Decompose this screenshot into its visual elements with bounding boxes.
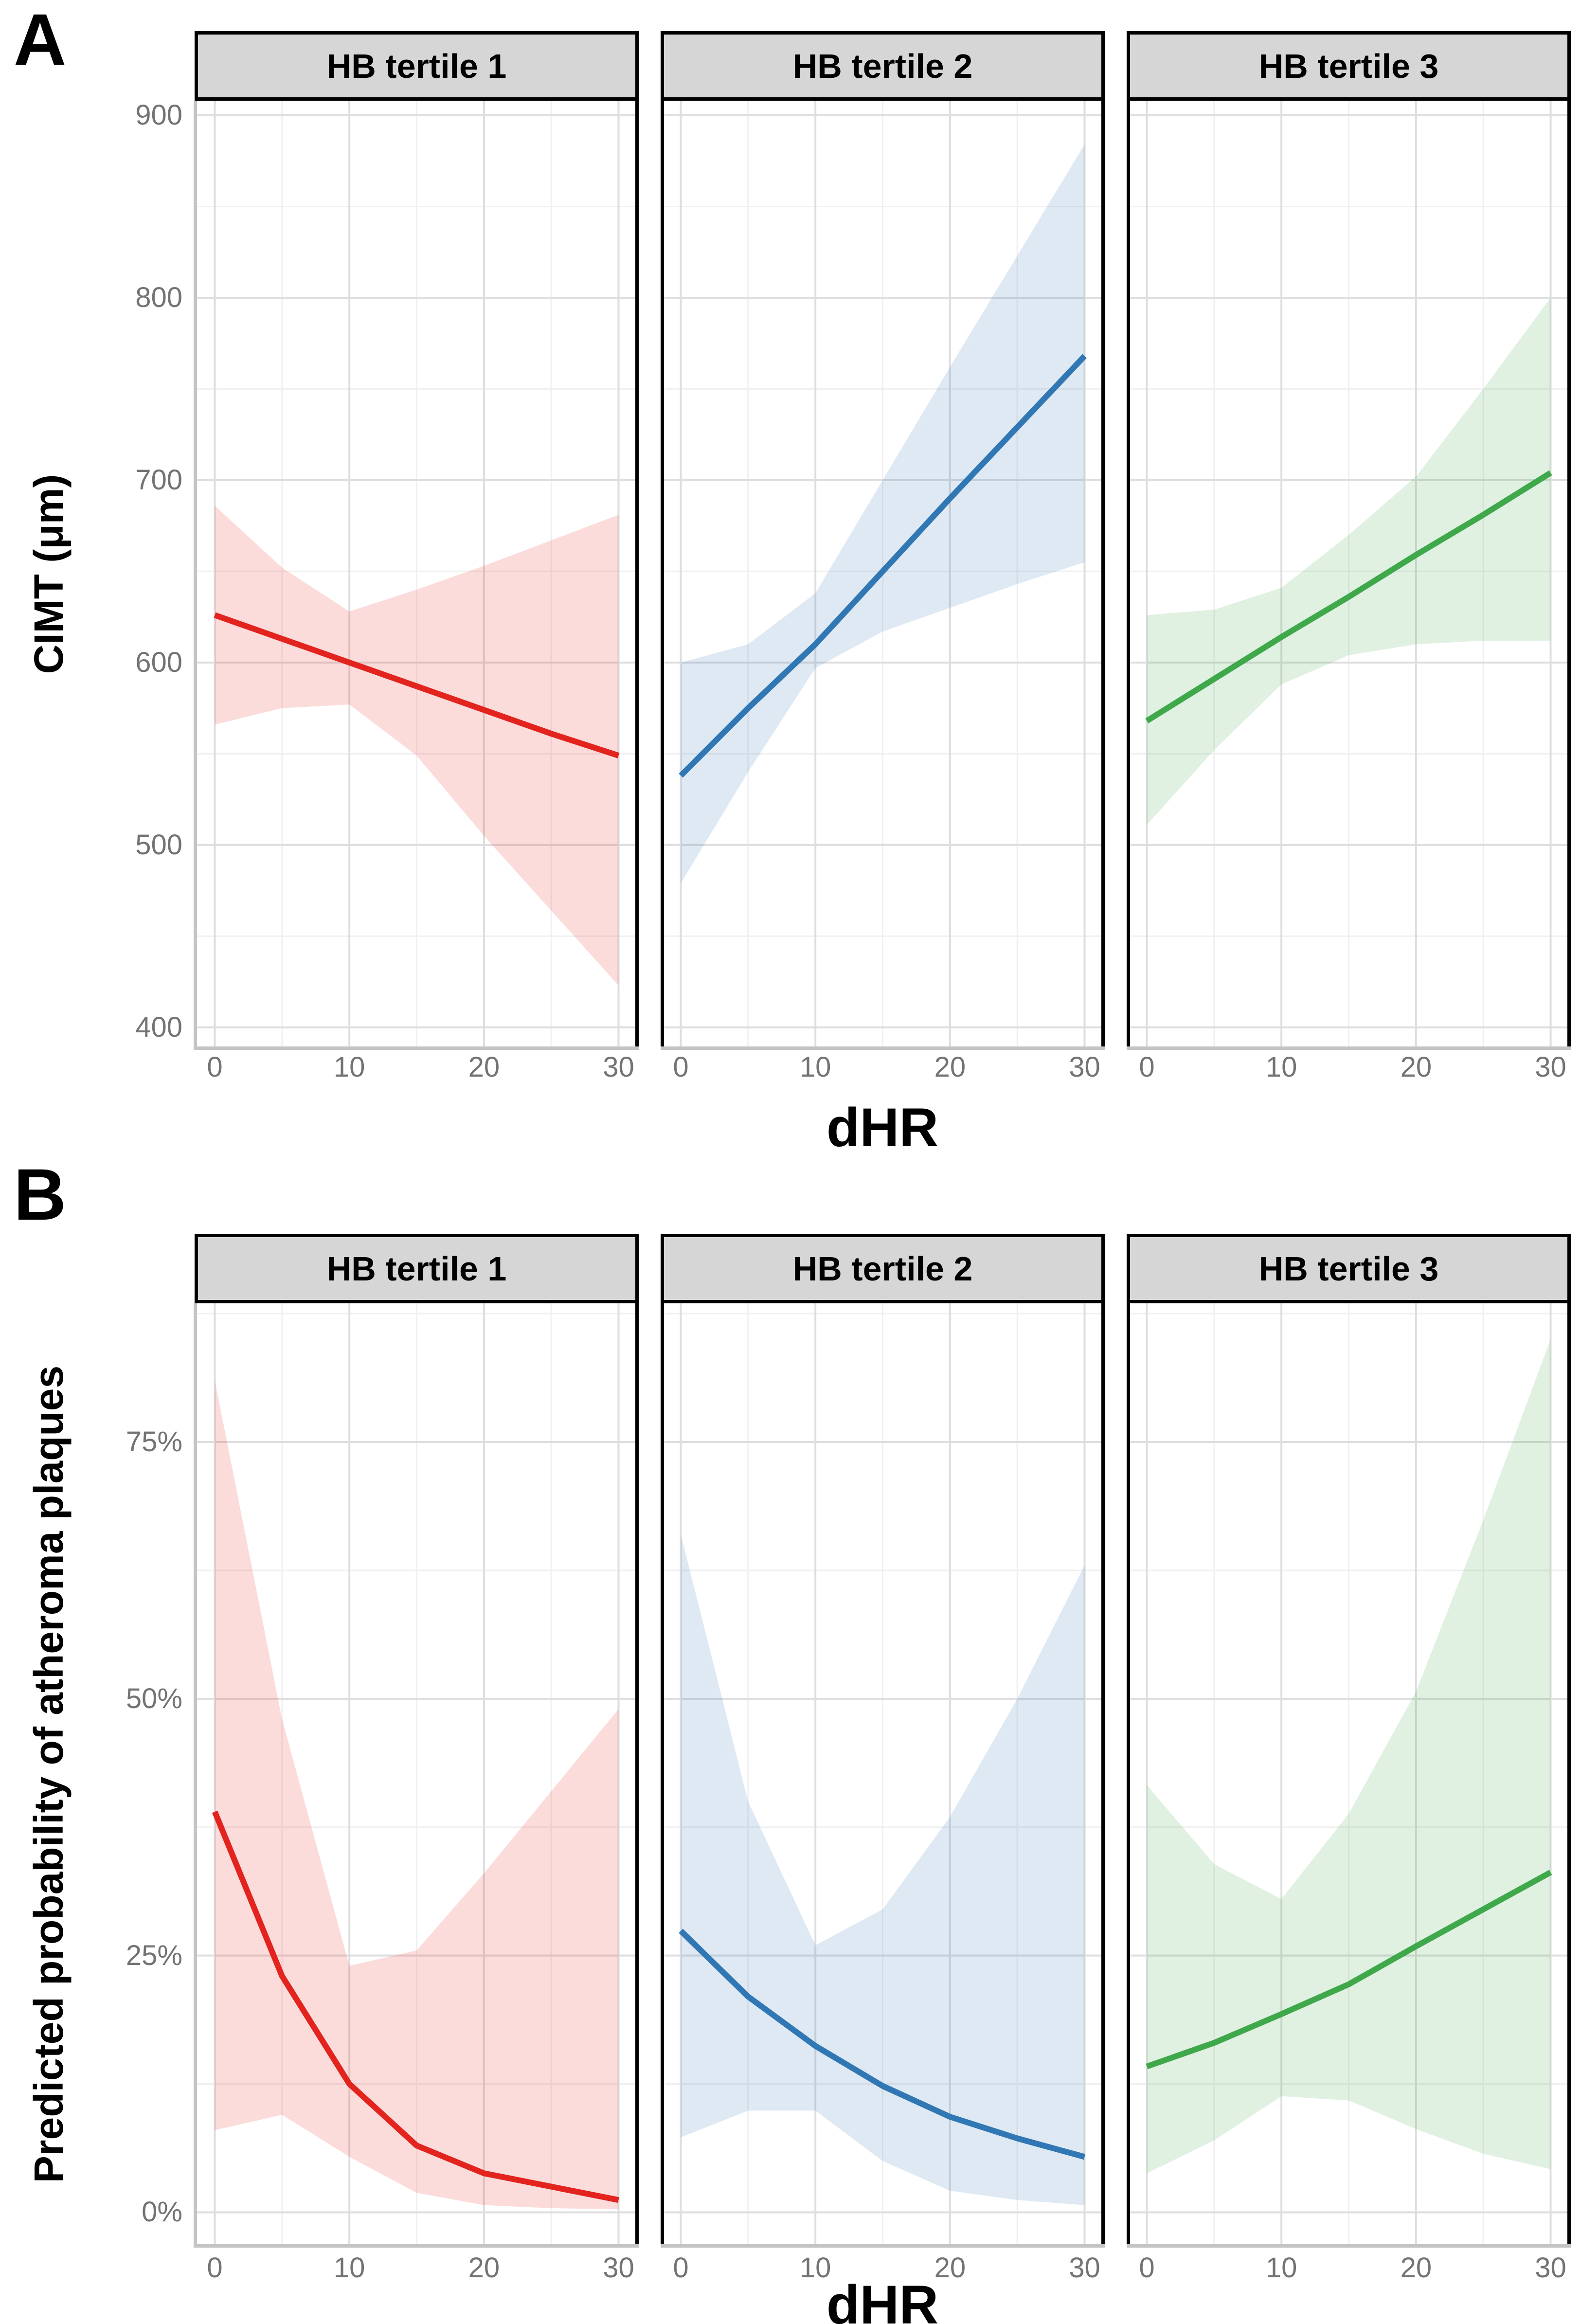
panel-a-x-axis-title: dHR [826,1097,939,1158]
x-tick-label: 0 [1139,1051,1155,1083]
minor-gridlines [195,101,639,1047]
confidence-ribbon [1147,297,1551,825]
facet-border [1127,101,1571,1047]
x-tick-label: 0 [673,2252,689,2284]
minor-gridlines [195,1303,639,2245]
minor-gridlines [1127,1303,1571,2245]
panel-a-label: A [14,0,67,80]
y-tick-label: 50% [126,1682,182,1714]
y-tick-label: 400 [135,1011,182,1043]
x-axis-line [1127,1046,1571,1050]
facet-border [661,1303,1105,2245]
panel-b-y-axis-title: Predicted probability of atheroma plaque… [26,1365,72,2183]
major-gridlines [661,101,1105,1047]
x-tick-label: 20 [1400,2252,1432,2284]
facet-border [1127,1303,1571,2245]
x-tick-label: 20 [934,1051,966,1083]
facet-strip-b-tertile1: HB tertile 1 [195,1234,639,1303]
y-tick-label: 75% [126,1426,182,1458]
x-tick-label: 0 [673,1051,689,1083]
regression-line [1146,1870,1552,2070]
y-tick-label: 600 [135,646,182,678]
facet-strip-a-tertile2: HB tertile 2 [661,31,1105,101]
x-tick-label: 30 [1535,2252,1566,2284]
major-gridlines [1127,1303,1571,2245]
x-tick-label: 20 [468,2252,500,2284]
x-axis-line [661,2244,1105,2248]
regression-line [214,612,620,758]
major-gridlines [195,101,639,1047]
facet-plot [1127,1303,1571,2245]
x-tick-label: 10 [799,2252,831,2284]
facet-strip-b-tertile3: HB tertile 3 [1127,1234,1571,1303]
major-gridlines [1127,101,1571,1047]
x-tick-label: 10 [333,1051,365,1083]
x-tick-label: 30 [603,2252,634,2284]
facet-plot [195,1303,639,2245]
x-tick-label: 20 [468,1051,500,1083]
confidence-ribbon [215,505,619,986]
x-tick-label: 20 [1400,1051,1432,1083]
x-tick-label: 10 [799,1051,831,1083]
regression-line [212,1810,619,2203]
x-tick-label: 0 [207,1051,223,1083]
x-tick-label: 0 [1139,2252,1155,2284]
x-axis-line [1127,2244,1571,2248]
panel-a-y-axis-title: CIMT (μm) [26,474,72,674]
confidence-ribbon [215,1380,619,2210]
x-tick-label: 0 [207,2252,223,2284]
major-gridlines [661,1303,1105,2245]
facet-plot [661,101,1105,1047]
facet-plot [1127,101,1571,1047]
confidence-ribbon [1147,1339,1551,2174]
confidence-ribbon [681,144,1085,883]
y-tick-label: 500 [135,829,182,861]
y-tick-label: 900 [135,99,182,131]
regression-line [679,354,1087,778]
x-tick-label: 10 [1265,1051,1297,1083]
x-axis-line [661,1046,1105,1050]
facet-strip-a-tertile3: HB tertile 3 [1127,31,1571,101]
y-tick-label: 800 [135,281,182,313]
x-tick-label: 20 [934,2252,966,2284]
y-tick-label: 0% [142,2196,182,2228]
minor-gridlines [1127,101,1571,1047]
facet-border [661,101,1105,1047]
y-tick-label: 25% [126,1939,182,1971]
regression-line [1145,470,1552,723]
x-axis-line [195,2244,639,2248]
y-tick-label: 700 [135,464,182,496]
x-tick-label: 30 [1069,2252,1100,2284]
major-gridlines [195,1303,639,2245]
x-axis-line [195,1046,639,1050]
x-tick-label: 30 [1069,1051,1100,1083]
y-axis-line [194,1303,197,2248]
x-tick-label: 10 [1265,2252,1297,2284]
panel-b-label: B [14,1153,67,1235]
x-tick-label: 30 [603,1051,634,1083]
y-axis-line [194,101,197,1050]
confidence-ribbon [681,1534,1085,2205]
panel-b-x-axis-title: dHR [826,2274,939,2324]
facet-plot [661,1303,1105,2245]
facet-strip-a-tertile1: HB tertile 1 [195,31,639,101]
x-tick-label: 30 [1535,1051,1566,1083]
regression-line [679,1928,1086,2160]
facet-plot [195,101,639,1047]
facet-strip-b-tertile2: HB tertile 2 [661,1234,1105,1303]
x-tick-label: 10 [333,2252,365,2284]
